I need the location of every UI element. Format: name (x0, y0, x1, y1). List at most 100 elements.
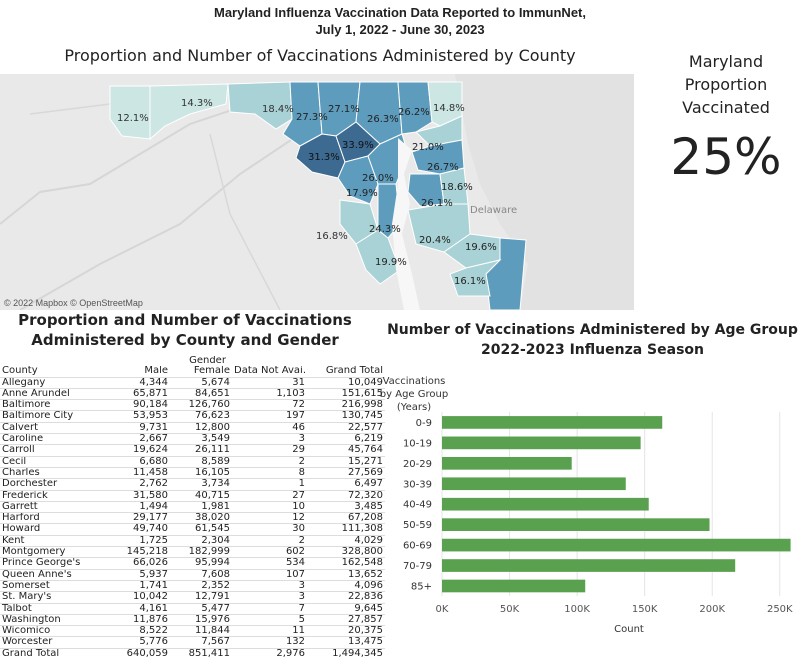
value-cell: 3 (232, 591, 308, 604)
county-name-cell: Talbot (0, 602, 108, 615)
table-row[interactable]: Harford 29,177 38,020 12 67,208 (0, 512, 386, 524)
county-label: 20.4% (419, 235, 451, 246)
table-row[interactable]: Charles 11,458 16,105 8 27,569 (0, 466, 386, 479)
table-row[interactable]: Wicomico 8,522 11,844 11 20,375 (0, 625, 386, 637)
table-row[interactable]: Washington 11,876 15,976 5 27,857 (0, 613, 386, 626)
table-row[interactable]: Grand Total 640,059 851,411 2,976 1,494,345 (0, 647, 386, 659)
table-row[interactable]: Talbot 4,161 5,477 7 9,645 (0, 602, 386, 615)
category-label: 60-69 (403, 541, 432, 552)
county-name-cell: Carroll (0, 444, 108, 457)
table-row[interactable]: Carroll 19,624 26,111 29 45,764 (0, 444, 386, 457)
column-header-county[interactable]: County (2, 366, 38, 377)
road-line (19, 133, 301, 310)
county-somerset[interactable] (449, 259, 502, 297)
table-row[interactable]: Cecil 6,680 8,589 2 15,271 (0, 455, 386, 468)
bar-0-9[interactable] (442, 416, 663, 429)
main-title-line2: July 1, 2022 - June 30, 2023 (315, 22, 485, 37)
table-row[interactable]: Somerset 1,741 2,352 3 4,096 (0, 579, 386, 592)
bar-70-79[interactable] (442, 559, 736, 572)
county-name-cell: Washington (0, 613, 108, 626)
value-cell: 31,580 (108, 489, 170, 502)
table-row[interactable]: Frederick 31,580 40,715 27 72,320 (0, 489, 386, 502)
table-row[interactable]: Dorchester 2,762 3,734 1 6,497 (0, 478, 386, 491)
value-cell: 53,953 (108, 410, 170, 423)
table-row[interactable]: Calvert 9,731 12,800 46 22,577 (0, 421, 386, 434)
county-name-cell: Queen Anne's (0, 568, 108, 581)
value-cell: 4,029 (307, 534, 386, 547)
value-cell: 30 (232, 523, 308, 536)
value-cell: 46 (232, 421, 308, 434)
bar-10-19[interactable] (442, 436, 641, 450)
proportion-title-line: Maryland (688, 52, 764, 71)
table-row[interactable]: St. Mary's 10,042 12,791 3 22,836 (0, 591, 386, 604)
county-name-cell: Garrett (0, 500, 108, 513)
value-cell: 29,177 (108, 512, 170, 524)
value-cell: 16,105 (170, 466, 232, 479)
value-cell: 4,161 (108, 602, 170, 615)
county-garrett[interactable] (109, 85, 151, 140)
x-tick-label: 250K (767, 604, 793, 615)
value-cell: 8,589 (170, 455, 232, 468)
bar-40-49[interactable] (442, 497, 649, 511)
y-axis-title-line: by Age Group (380, 389, 448, 400)
county-kent[interactable] (415, 115, 463, 147)
table-row[interactable]: Caroline 2,667 3,549 3 6,219 (0, 433, 386, 445)
map-title: Proportion and Number of Vaccinations Ad… (64, 46, 576, 65)
map-attribution[interactable]: © 2022 Mapbox © OpenStreetMap (4, 298, 143, 308)
value-cell: 2,762 (108, 478, 170, 491)
column-header-male[interactable]: Male (144, 366, 168, 377)
table-row[interactable]: Anne Arundel 65,871 84,651 1,103 151,615 (0, 387, 386, 400)
county-talbot[interactable] (407, 173, 445, 207)
value-cell: 5,674 (170, 376, 232, 389)
proportion-title-line: Proportion (684, 75, 768, 94)
proportion-title-line: Vaccinated (682, 98, 770, 117)
value-cell: 29 (232, 444, 308, 457)
value-cell: 2,304 (170, 534, 232, 547)
bar-chart-title-line1: Number of Vaccinations Administered by A… (387, 322, 798, 338)
column-header-not-available[interactable]: Data Not Avai.. (234, 366, 308, 377)
county-label: 19.6% (465, 242, 497, 253)
table-row[interactable]: Queen Anne's 5,937 7,608 107 13,652 (0, 568, 386, 581)
value-cell: 65,871 (108, 387, 170, 400)
value-cell: 15,976 (170, 613, 232, 626)
bar-30-39[interactable] (442, 477, 626, 491)
bar-20-29[interactable] (442, 456, 572, 470)
table-row[interactable]: Prince George's 66,026 95,994 534 162,548 (0, 557, 386, 570)
value-cell: 90,184 (108, 399, 170, 411)
road-line (0, 103, 251, 225)
value-cell: 76,623 (170, 410, 232, 423)
table-row[interactable]: Baltimore City 53,953 76,623 197 130,745 (0, 410, 386, 423)
table-row[interactable]: Howard 49,740 61,545 30 111,308 (0, 523, 386, 536)
county-name-cell: Wicomico (0, 625, 108, 637)
bar-60-69[interactable] (442, 538, 791, 552)
category-label: 10-19 (403, 438, 432, 449)
county-name-cell: Harford (0, 512, 108, 524)
column-header-grand-total[interactable]: Grand Total (325, 366, 384, 377)
county-label: 31.3% (308, 152, 340, 163)
table-row[interactable]: Worcester 5,776 7,567 132 13,475 (0, 636, 386, 649)
value-cell: 20,375 (307, 625, 386, 637)
value-cell: 6,497 (307, 478, 386, 491)
table-row[interactable]: Baltimore 90,184 126,760 72 216,998 (0, 399, 386, 411)
county-name-cell: Calvert (0, 421, 108, 434)
county-map-svg[interactable]: 12.1% 14.3% 18.4% 27.3% 27.1% 26.3% 26.2… (0, 74, 634, 310)
column-header-female[interactable]: Female (193, 366, 230, 377)
table-row[interactable]: Montgomery 145,218 182,999 602 328,800 (0, 546, 386, 558)
table-row[interactable]: Kent 1,725 2,304 2 4,029 (0, 534, 386, 547)
county-harford[interactable] (397, 81, 433, 135)
bar-50-59[interactable] (442, 518, 710, 531)
county-name-cell: Charles (0, 466, 108, 479)
proportion-title: Maryland Proportion Vaccinated (652, 50, 800, 119)
county-name-cell: St. Mary's (0, 591, 108, 604)
county-name-cell: Baltimore (0, 399, 108, 411)
value-cell: 151,615 (307, 387, 386, 400)
table-row[interactable]: Allegany 4,344 5,674 31 10,049 (0, 376, 386, 389)
county-gender-table: Gender County Male Female Data Not Avai.… (0, 356, 386, 659)
table-row[interactable]: Garrett 1,494 1,981 10 3,485 (0, 500, 386, 513)
county-map[interactable]: 12.1% 14.3% 18.4% 27.3% 27.1% 26.3% 26.2… (0, 74, 634, 310)
county-name-cell: Somerset (0, 579, 108, 592)
value-cell: 67,208 (307, 512, 386, 524)
bar-85+[interactable] (442, 579, 586, 593)
category-label: 20-29 (403, 459, 432, 470)
age-group-bar-chart[interactable]: Vaccinations by Age Group (Years) 0K 50K 100K… (380, 360, 798, 638)
